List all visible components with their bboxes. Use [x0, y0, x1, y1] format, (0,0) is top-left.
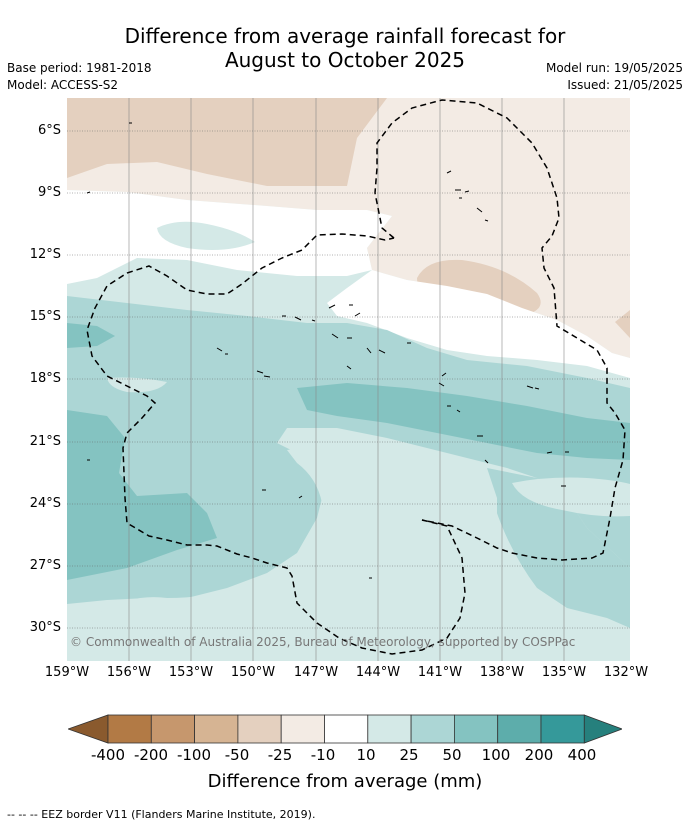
lat-label: 12°S [29, 247, 61, 262]
model-run: Model run: 19/05/2025 [545, 61, 683, 75]
colorbar-cell [453, 714, 499, 744]
title-line-1: Difference from average rainfall forecas… [124, 24, 566, 48]
colorbar-cell [410, 714, 455, 744]
map-area: © Commonwealth of Australia 2025, Bureau… [67, 98, 630, 661]
islands [86, 122, 569, 579]
colorbar-cell [107, 714, 152, 744]
colorbar-label: -50 [224, 746, 250, 764]
region-plus-25-east [487, 468, 630, 628]
meta-right: Model run: 19/05/2025 Issued: 21/05/2025 [546, 60, 683, 94]
colorbar-label: -25 [267, 746, 293, 764]
region-minus-25-north [67, 98, 387, 186]
copyright-text: © Commonwealth of Australia 2025, Bureau… [70, 635, 575, 649]
lat-label: 15°S [29, 309, 61, 324]
colorbar-label: 200 [524, 746, 554, 764]
colorbar-label: 400 [567, 746, 597, 764]
colorbar-cell [194, 714, 239, 744]
region-near-average-east [327, 270, 630, 378]
issued-date: Issued: 21/05/2025 [567, 78, 683, 92]
colorbar-label: -400 [90, 746, 126, 764]
region-plus-10-patch [157, 221, 255, 250]
region-plus-10-east [512, 477, 630, 517]
lat-label: 9°S [37, 185, 61, 200]
colorbar-label: -100 [176, 746, 212, 764]
lat-label: 24°S [29, 496, 61, 511]
lon-label: 141°W [417, 665, 463, 680]
eez-border [86, 99, 626, 655]
colorbar-label: 10 [356, 746, 376, 764]
rainfall-map: © Commonwealth of Australia 2025, Bureau… [67, 98, 630, 661]
title-line-2: August to October 2025 [224, 48, 466, 72]
colorbar-cell [540, 714, 585, 744]
colorbar-label: 100 [481, 746, 511, 764]
eez-footnote: -- -- -- EEZ border V11 (Flanders Marine… [7, 808, 316, 821]
region-plus-50-west [67, 410, 217, 580]
colorbar [68, 714, 622, 744]
model-name: Model: ACCESS-S2 [7, 78, 119, 92]
colorbar-cell [367, 714, 412, 744]
lon-label: 132°W [603, 665, 649, 680]
colorbar-cell [150, 714, 196, 744]
colorbar-extend-high [583, 714, 622, 744]
lon-label: 153°W [168, 665, 214, 680]
lat-label: 30°S [29, 620, 61, 635]
lat-label: 27°S [29, 558, 61, 573]
region-plus-50-east [297, 383, 630, 460]
lon-label: 156°W [106, 665, 152, 680]
lon-label: 147°W [293, 665, 339, 680]
colorbar-cell [237, 714, 282, 744]
lon-label: 150°W [230, 665, 276, 680]
lon-label: 144°W [355, 665, 401, 680]
colorbar-extend-low [68, 714, 109, 744]
region-plus-50-north [67, 323, 115, 348]
meta-left: Base period: 1981-2018 Model: ACCESS-S2 [7, 60, 152, 94]
longitude-gridlines [128, 98, 565, 661]
map-title: Difference from average rainfall forecas… [0, 24, 690, 72]
lat-label: 18°S [29, 371, 61, 386]
colorbar-cells [68, 714, 622, 744]
colorbar-title: Difference from average (mm) [207, 771, 483, 792]
colorbar-label: 50 [442, 746, 462, 764]
colorbar-label: -200 [133, 746, 169, 764]
region-plus-10-small [107, 377, 167, 393]
colorbar-label: 25 [399, 746, 419, 764]
lat-label: 6°S [37, 123, 61, 138]
region-minus-25-edge [615, 310, 630, 338]
base-period: Base period: 1981-2018 [7, 61, 152, 75]
lon-label: 138°W [479, 665, 525, 680]
colorbar-cell [280, 714, 325, 744]
lat-label: 21°S [29, 434, 61, 449]
lon-label: 159°W [44, 665, 90, 680]
lon-label: 135°W [541, 665, 587, 680]
colorbar-label: -10 [310, 746, 336, 764]
colorbar-cell [324, 714, 369, 744]
region-plus-10-south [92, 445, 587, 661]
colorbar-cell [497, 714, 542, 744]
